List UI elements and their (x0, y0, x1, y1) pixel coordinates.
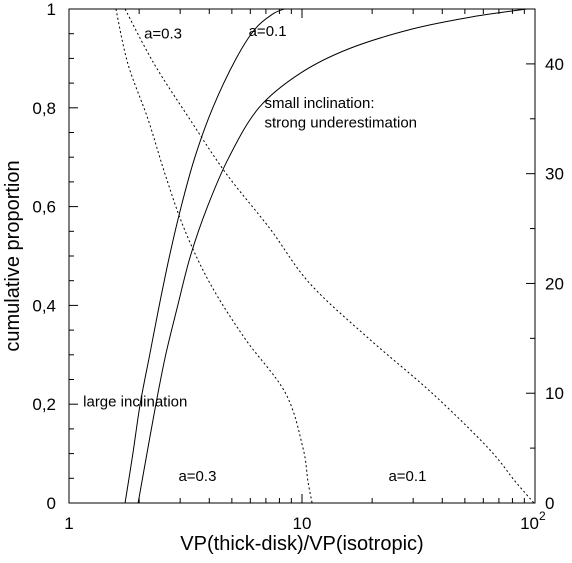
y2-tick-label: 40 (545, 55, 564, 74)
curves (115, 9, 535, 503)
x-tick-label: 1 (64, 514, 73, 533)
y-tick-label: 1 (47, 0, 56, 19)
annotation-label: a=0.3 (144, 26, 182, 43)
y-tick-label: 0,6 (32, 198, 56, 217)
y2-tick-label: 30 (545, 165, 564, 184)
annotation-label: a=0.1 (249, 23, 287, 40)
dotted-curve-3 (115, 9, 313, 503)
x-tick-label: 10 (520, 514, 539, 533)
y-tick-label: 0,2 (32, 395, 56, 414)
annotation-label: strong underestimation (264, 115, 417, 132)
y-tick-label: 0 (47, 494, 56, 513)
x-tick-exponent: 2 (539, 509, 546, 523)
x-tick-label: 10 (293, 514, 312, 533)
annotation-label: large inclination (83, 394, 187, 411)
tick-marks (68, 8, 536, 504)
y2-tick-label: 0 (545, 494, 554, 513)
y-tick-label: 0,8 (32, 99, 56, 118)
dotted-curve-4 (124, 9, 535, 503)
solid-curve-2 (137, 9, 527, 503)
y-axis-title: cumulative proportion (2, 160, 24, 351)
y2-tick-label: 20 (545, 274, 564, 293)
annotations: a=0.3 a=0.1 small inclination: strong under… (83, 23, 426, 485)
annotation-label: a=0.1 (388, 468, 426, 485)
annotation-label: a=0.3 (178, 468, 216, 485)
plot-frame (68, 8, 536, 504)
y-tick-label: 0,4 (32, 296, 56, 315)
solid-curve-1 (124, 9, 285, 503)
x-axis-title: VP(thick-disk)/VP(isotropic) (180, 533, 423, 555)
y2-tick-label: 10 (545, 384, 564, 403)
annotation-label: small inclination: (264, 95, 374, 112)
